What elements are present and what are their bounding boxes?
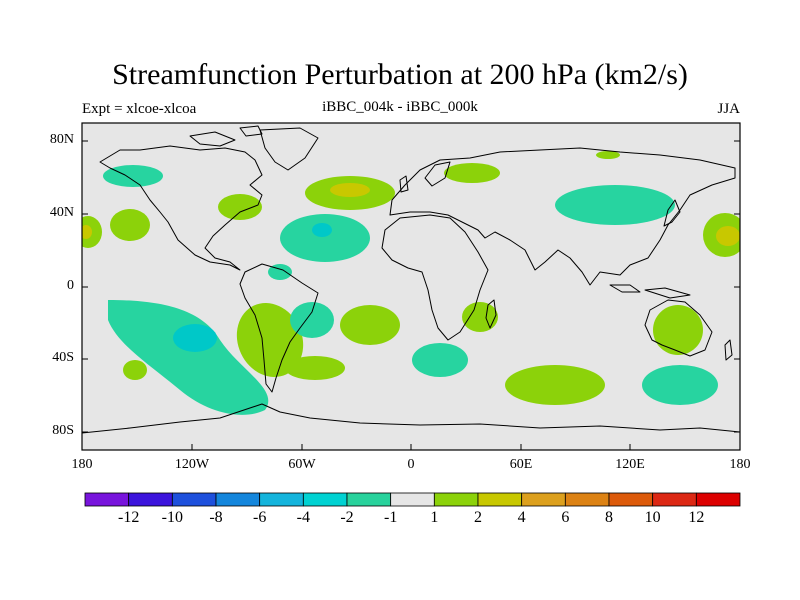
colorbar-swatch [302, 492, 348, 507]
lat-label-80s: 80S [52, 423, 74, 438]
colorbar-label: 2 [474, 509, 482, 526]
negative-anomaly-2-4 [173, 223, 332, 352]
lon-label-120e: 120E [615, 457, 645, 472]
colorbar-swatch [346, 492, 392, 507]
colorbar-swatch [259, 492, 304, 507]
plot-title: Streamfunction Perturbation at 200 hPa (… [112, 58, 688, 91]
season-label: JJA [717, 101, 740, 117]
colorbar [84, 492, 741, 507]
colorbar-swatch [171, 492, 217, 507]
colorbar-swatch [652, 492, 697, 507]
colorbar-swatch [390, 492, 435, 507]
contour-fields [82, 151, 740, 415]
colorbar-swatch [477, 492, 523, 507]
colorbar-swatch [608, 492, 654, 507]
colorbar-label: -2 [340, 509, 354, 526]
colorbar-label: -12 [117, 509, 140, 526]
colorbar-label: 10 [644, 509, 661, 526]
positive-anomaly-2-4 [82, 183, 740, 246]
colorbar-label: 6 [561, 509, 570, 526]
colorbar-swatch [521, 492, 566, 507]
map-background [82, 123, 740, 450]
colorbar-label: -4 [296, 509, 310, 526]
lon-label-180e: 180 [729, 457, 751, 472]
colorbar-label: 1 [430, 509, 439, 526]
lon-label-180w: 180 [71, 457, 93, 472]
colorbar-label: 8 [605, 509, 613, 526]
negative-anomaly-1-2 [103, 165, 718, 415]
lon-label-120w: 120W [174, 457, 210, 472]
lat-label-40n: 40N [49, 205, 74, 220]
lat-label-80n: 80N [49, 132, 74, 147]
colorbar-swatch [84, 492, 130, 507]
colorbar-label: 4 [517, 509, 526, 526]
colorbar-label: -8 [209, 509, 223, 526]
colorbar-label: 12 [688, 509, 705, 526]
experiment-difference-label: iBBC_004k - iBBC_000k [322, 99, 478, 115]
lon-label-60e: 60E [509, 457, 533, 472]
colorbar-swatch [695, 492, 741, 507]
colorbar-swatch [128, 492, 173, 507]
colorbar-label: -1 [383, 509, 398, 526]
colorbar-label: -6 [252, 509, 267, 526]
colorbar-label: -10 [161, 509, 183, 526]
lat-label-40s: 40S [52, 350, 74, 365]
experiment-label: Expt = xlcoe-xlcoa [82, 101, 197, 117]
colorbar-swatch [564, 492, 610, 507]
lon-label-60w: 60W [288, 457, 316, 472]
lat-label-equator: 0 [67, 278, 74, 293]
colorbar-swatch [215, 492, 261, 507]
lon-label-0: 0 [407, 457, 415, 472]
colorbar-swatch [433, 492, 479, 507]
coastlines [82, 125, 740, 434]
axis-ticks [82, 140, 740, 450]
